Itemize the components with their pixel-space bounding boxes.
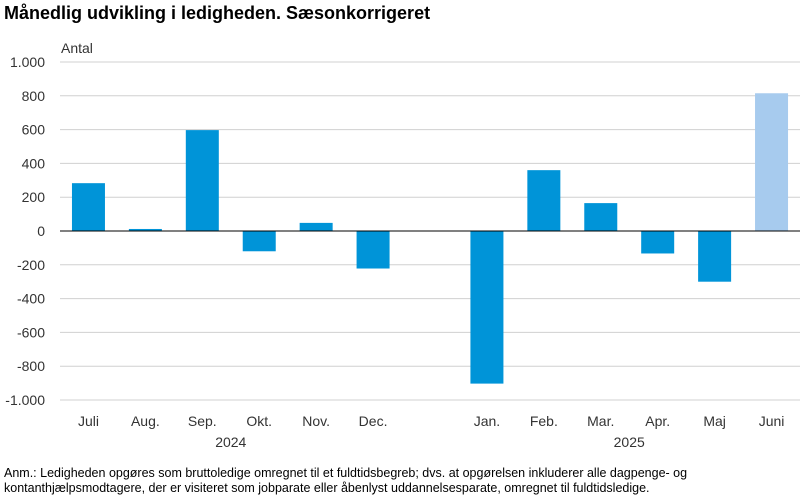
bar-chart: 1.000 800 600 400 200 0 -200 -400 -600 -800 -1.000… xyxy=(5,40,800,450)
x-tick-label: Juli xyxy=(78,413,99,429)
y-tick-label: -1.000 xyxy=(5,392,45,408)
year-group-label: 2024 xyxy=(215,434,246,450)
x-tick-label: Juni xyxy=(759,413,785,429)
x-tick-label: Dec. xyxy=(359,413,388,429)
year-group-label: 2025 xyxy=(614,434,645,450)
bar xyxy=(584,203,618,231)
bar xyxy=(527,170,561,231)
y-tick-label: 400 xyxy=(22,155,46,171)
x-tick-label: Aug. xyxy=(131,413,160,429)
x-tick-label: Jan. xyxy=(474,413,500,429)
chart-title: Månedlig udvikling i ledigheden. Sæsonko… xyxy=(4,3,431,23)
bar xyxy=(470,231,504,384)
x-tick-label: Mar. xyxy=(587,413,614,429)
y-tick-label: 0 xyxy=(37,223,45,239)
bar xyxy=(71,183,105,231)
bar xyxy=(755,93,789,231)
y-tick-label: 800 xyxy=(22,88,46,104)
y-tick-label: -400 xyxy=(17,291,45,307)
bar xyxy=(299,222,333,231)
x-tick-label: Apr. xyxy=(645,413,670,429)
x-tick-label: Sep. xyxy=(188,413,217,429)
bar xyxy=(128,228,162,231)
x-tick-label: Nov. xyxy=(302,413,330,429)
gridlines xyxy=(60,61,800,401)
bars xyxy=(71,93,789,384)
y-tick-label: -200 xyxy=(17,257,45,273)
bar xyxy=(242,231,276,252)
y-tick-label: -600 xyxy=(17,324,45,340)
x-tick-label: Okt. xyxy=(246,413,272,429)
bar xyxy=(698,231,732,282)
x-axis-ticks: Juli Aug. Sep. Okt. Nov. Dec. Jan. Feb. Mar. Apr.… xyxy=(78,413,784,429)
bar xyxy=(641,231,675,254)
y-axis-unit-label: Antal xyxy=(61,40,93,56)
y-tick-label: 200 xyxy=(22,189,46,205)
x-tick-label: Maj xyxy=(703,413,726,429)
bar xyxy=(356,231,390,269)
footnote: Anm.: Ledigheden opgøres som bruttoledig… xyxy=(4,466,688,495)
x-tick-label: Feb. xyxy=(530,413,558,429)
year-groups: 2024 2025 xyxy=(215,434,645,450)
bar xyxy=(185,130,219,231)
y-tick-label: 1.000 xyxy=(10,54,45,70)
y-tick-label: 600 xyxy=(22,122,46,138)
y-tick-label: -800 xyxy=(17,358,45,374)
y-axis-ticks: 1.000 800 600 400 200 0 -200 -400 -600 -800 -1.000 xyxy=(5,54,45,408)
